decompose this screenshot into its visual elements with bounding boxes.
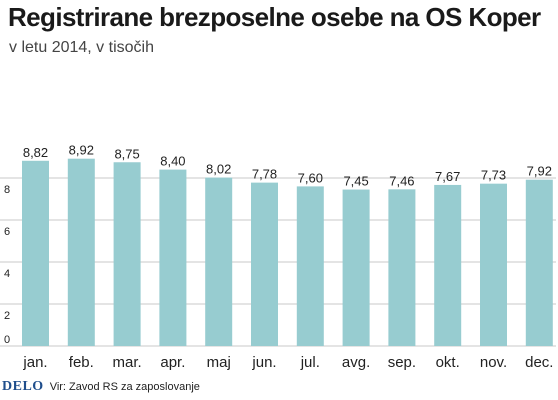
bar-value-label: 7,46 xyxy=(389,173,414,188)
y-tick-label: 6 xyxy=(4,226,10,238)
x-tick-label: jan. xyxy=(22,354,47,371)
bar-value-label: 8,40 xyxy=(160,154,185,169)
bar-value-label: 7,73 xyxy=(481,168,506,183)
x-tick-label: okt. xyxy=(436,354,460,371)
bar xyxy=(525,179,553,346)
x-tick-label: avg. xyxy=(342,354,370,371)
x-tick-label: dec. xyxy=(525,354,553,371)
x-tick-label: nov. xyxy=(480,354,507,371)
bar xyxy=(113,162,141,346)
x-tick-label: mar. xyxy=(113,354,142,371)
bar xyxy=(205,177,233,346)
x-tick-label: apr. xyxy=(160,354,185,371)
x-tick-label: jul. xyxy=(300,354,320,371)
bar xyxy=(159,169,187,346)
bar xyxy=(251,182,278,346)
bar-value-label: 8,02 xyxy=(206,162,231,177)
bar-value-label: 8,82 xyxy=(23,145,48,160)
bar xyxy=(388,189,416,346)
x-tick-label: sep. xyxy=(388,354,416,371)
x-tick-label: maj xyxy=(207,354,231,371)
delo-logo: DELO xyxy=(2,379,44,394)
chart-title: Registrirane brezposelne osebe na OS Kop… xyxy=(8,2,541,32)
bar-value-label: 7,92 xyxy=(527,164,552,179)
x-tick-label: jun. xyxy=(251,354,276,371)
bar-value-label: 7,78 xyxy=(252,167,277,182)
y-tick-label: 0 xyxy=(4,334,10,346)
bar xyxy=(480,183,507,346)
chart-subtitle: v letu 2014, v tisočih xyxy=(9,39,154,56)
y-tick-label: 4 xyxy=(4,268,10,280)
bar xyxy=(342,189,370,346)
bar-value-label: 8,75 xyxy=(114,146,139,161)
source-note: Vir: Zavod RS za zaposlovanje xyxy=(49,381,200,393)
x-tick-label: feb. xyxy=(69,354,94,371)
bar-value-label: 7,45 xyxy=(343,174,368,189)
footer: DELO Vir: Zavod RS za zaposlovanje xyxy=(0,374,558,400)
bar-chart: 2 4 6 8 0 8,82 jan. 8,92 feb. 8,75 mar. 8,40 apr. 8,0… xyxy=(0,143,556,371)
bar xyxy=(296,186,324,346)
y-tick-label: 8 xyxy=(4,184,10,196)
bar-value-label: 7,67 xyxy=(435,169,460,184)
bar xyxy=(22,160,49,346)
bar xyxy=(434,184,462,346)
bar xyxy=(67,158,95,346)
y-tick-label: 2 xyxy=(4,310,10,322)
bar-value-label: 8,92 xyxy=(69,143,94,158)
bar-value-label: 7,60 xyxy=(298,170,323,185)
